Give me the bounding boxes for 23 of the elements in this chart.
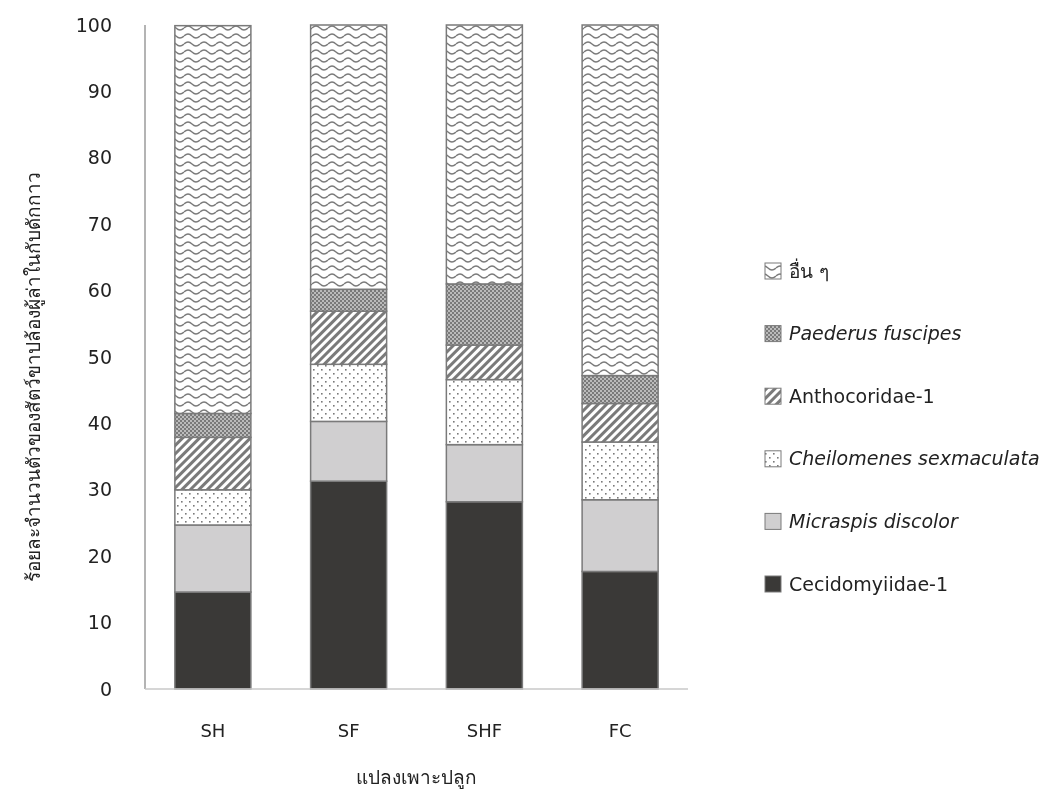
y-axis-title: ร้อยละจำนวนตัวของสัตว์ขาปล้องผู้ล่าในกับดักกาว — [22, 172, 45, 582]
y-tick-label: 30 — [87, 478, 112, 501]
legend-label: Paederus fuscipes — [789, 322, 962, 345]
legend-label: Cecidomyiidae-1 — [789, 572, 949, 595]
legend-label: Micraspis discolor — [789, 510, 959, 533]
legend-label: อื่น ๆ — [789, 257, 830, 282]
y-tick-label: 80 — [87, 146, 112, 169]
x-tick-label: FC — [608, 720, 632, 741]
y-tick-label: 70 — [87, 212, 112, 235]
y-tick-label: 10 — [87, 611, 112, 634]
x-axis-title: แปลงเพาะปลูก — [356, 766, 477, 789]
y-tick-label: 60 — [87, 279, 112, 302]
x-tick-label: SHF — [466, 720, 503, 741]
x-tick-label: SF — [337, 720, 360, 741]
y-tick-label: 0 — [99, 677, 112, 700]
y-tick-label: 50 — [87, 345, 112, 368]
y-tick-label: 20 — [87, 544, 112, 567]
legend-label: Cheilomenes sexmaculata — [789, 447, 1040, 470]
x-tick-label: SH — [200, 720, 226, 741]
y-tick-label: 100 — [75, 13, 112, 36]
y-tick-label: 40 — [87, 412, 112, 435]
y-tick-label: 90 — [87, 80, 112, 103]
legend-label: Anthocoridae-1 — [789, 384, 935, 407]
